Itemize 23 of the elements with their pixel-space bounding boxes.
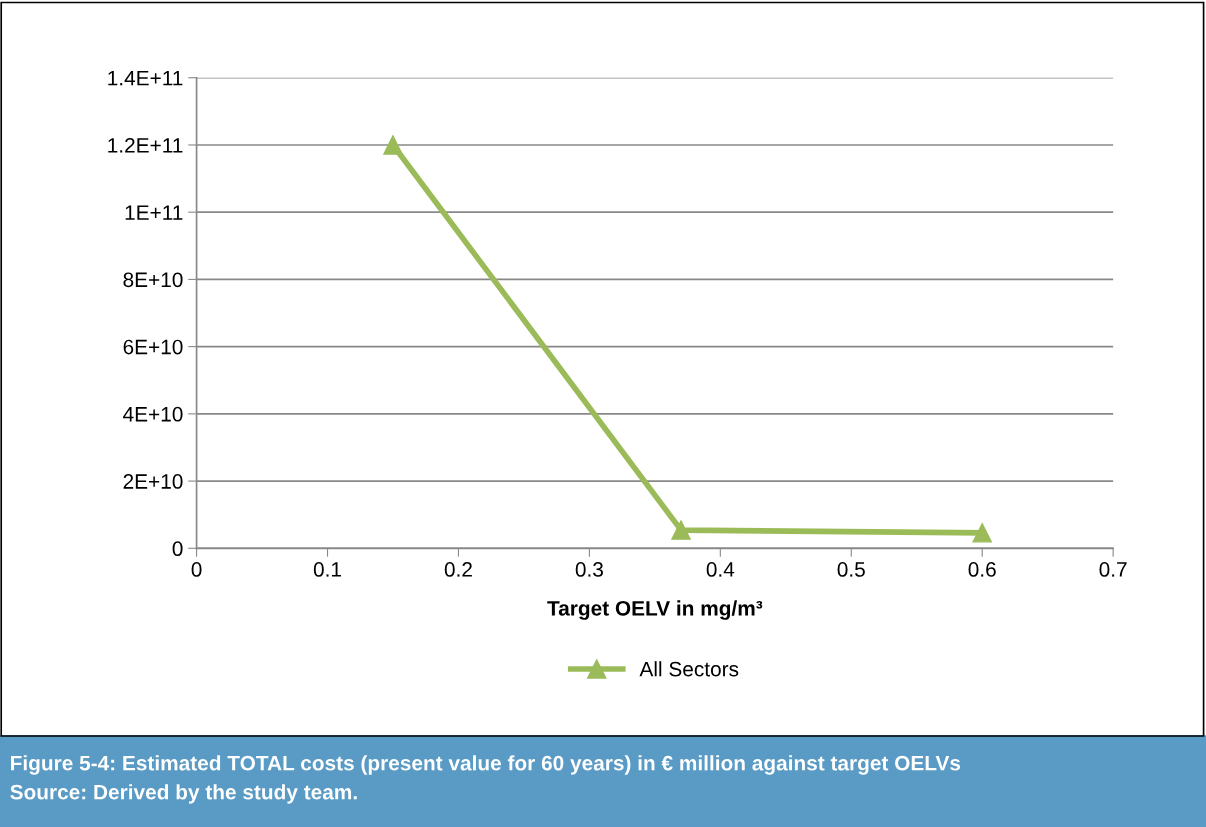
x-tick-label: 0.7 [1099, 562, 1127, 577]
x-tick-label: 0.3 [575, 562, 603, 577]
y-tick-label: 2E+10 [123, 474, 183, 489]
y-tick-label: 1.4E+11 [108, 70, 183, 86]
x-tick-label: 0.6 [968, 562, 996, 577]
y-tick-label: 1.2E+11 [108, 137, 183, 153]
y-tick-label: 0 [172, 541, 183, 557]
point [972, 523, 992, 543]
caption: Figure 5-4: Estimated TOTAL costs (present value for 60 years) in € million against target OELVs [11, 755, 961, 775]
x-tick-label: 0 [191, 562, 202, 577]
x-tick-label: 0.1 [313, 562, 341, 577]
y-tick-label: 8E+10 [123, 272, 183, 288]
point [383, 135, 403, 155]
point [671, 520, 691, 540]
y-tick-label: 1E+11 [125, 205, 183, 220]
y-tick-label: 6E+10 [123, 339, 183, 355]
source-note: Source: Derived by the study team. [10, 784, 357, 804]
y-tick-label: 4E+10 [123, 406, 183, 422]
x-axis-title: Target OELV in mg/m³ [547, 600, 763, 620]
x-tick-label: 0.5 [837, 562, 865, 577]
legend-label: All Sectors [639, 661, 739, 677]
x-tick-label: 0.4 [706, 562, 735, 577]
x-tick-label: 0.2 [444, 562, 472, 577]
